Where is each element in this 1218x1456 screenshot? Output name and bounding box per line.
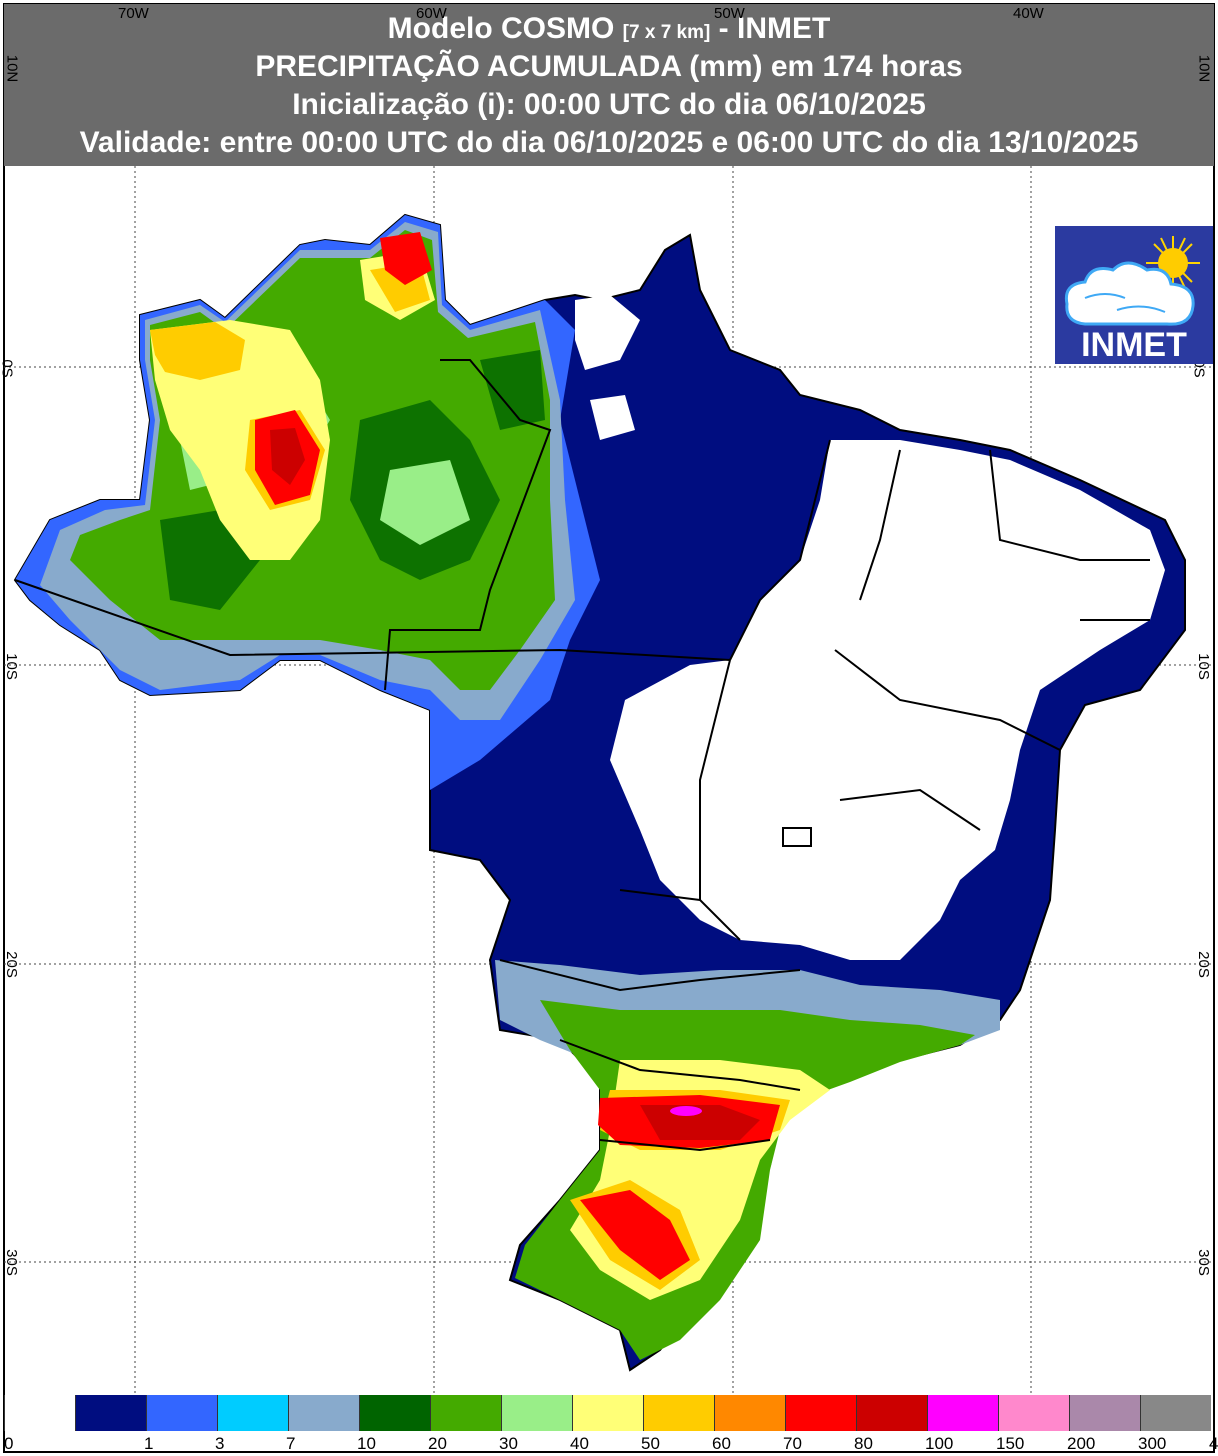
inmet-logo: INMET [1055,226,1213,364]
lat-label-left-20s: 20S [2,951,20,978]
legend-swatch-15 [1069,1395,1140,1431]
lat-label-right-20s: 20S [1194,951,1212,978]
legend-swatch-11 [785,1395,856,1431]
sun-cloud-icon [1064,236,1200,326]
lat-label-right-30s: 30S [1194,1249,1212,1276]
amapa-dry-patch [575,295,640,440]
legend-swatch-4 [288,1395,359,1431]
northeast-dry-region [610,440,1165,960]
legend-label-4: 10 [357,1434,376,1453]
legend-swatch-7 [501,1395,572,1431]
lon-label-50w: 50W [714,5,745,22]
lat-label-left-30s: 30S [2,1249,20,1276]
amazon-darkred-core [270,428,305,485]
title-line-1: Modelo COSMO [7 x 7 km] - INMET [0,10,1218,52]
legend-label-1: 1 [144,1434,154,1453]
legend-label-5: 20 [428,1434,447,1453]
lon-label-60w: 60W [416,5,447,22]
lat-label-left-0s: 0S [0,359,16,378]
lat-label-right-10s: 10S [1194,653,1212,680]
legend-label-0: 0 [4,1434,14,1453]
title-line-4: Validade: entre 00:00 UTC do dia 06/10/2… [79,126,1139,159]
legend-swatch-2 [146,1395,217,1431]
south-red-band [580,1095,780,1280]
legend-label-12: 100 [925,1434,954,1453]
state-borders [14,359,1150,1152]
legend-label-8: 50 [641,1434,660,1453]
legend-label-14: 200 [1067,1434,1096,1453]
legend-label-6: 30 [499,1434,518,1453]
model-name: Modelo COSMO [387,12,615,45]
legend-swatch-14 [998,1395,1069,1431]
model-source: - INMET [718,12,831,45]
legend-label-3: 7 [286,1434,296,1453]
title-line-2: PRECIPITAÇÃO ACUMULADA (mm) em 174 horas [255,50,963,83]
legend-label-7: 40 [570,1434,589,1453]
legend-swatch-3 [217,1395,288,1431]
legend-swatch-0 [4,1395,75,1431]
legend-swatch-6 [430,1395,501,1431]
lat-label-right-10n: 10N [1195,54,1213,83]
title-line-3: Inicialização (i): 00:00 UTC do dia 06/1… [292,88,926,121]
south-darkred-core [640,1105,760,1140]
legend-label-9: 60 [712,1434,731,1453]
legend-label-16: 400 [1209,1434,1218,1453]
legend-swatch-10 [714,1395,785,1431]
amazon-darkgreen-patches [160,350,545,610]
legend-label-11: 80 [854,1434,873,1453]
legend-swatch-5 [359,1395,430,1431]
model-resolution: [7 x 7 km] [622,22,711,43]
south-magenta-spot [670,1106,702,1116]
legend-label-13: 150 [996,1434,1025,1453]
legend-label-2: 3 [215,1434,225,1453]
legend-swatch-9 [643,1395,714,1431]
legend-swatch-12 [856,1395,927,1431]
legend-swatch-16 [1140,1395,1211,1431]
title-banner [4,4,1214,166]
legend-label-10: 70 [783,1434,802,1453]
legend-swatch-1 [75,1395,146,1431]
lon-label-70w: 70W [118,5,149,22]
lat-label-left-10n: 10N [3,54,21,83]
legend-swatch-13 [927,1395,998,1431]
inmet-logo-text: INMET [1081,326,1187,364]
legend-swatch-8 [572,1395,643,1431]
lon-label-40w: 40W [1013,5,1044,22]
legend-label-15: 300 [1138,1434,1167,1453]
federal-district [782,827,812,847]
lat-label-left-10s: 10S [2,653,20,680]
amazon-red-core [255,232,432,505]
